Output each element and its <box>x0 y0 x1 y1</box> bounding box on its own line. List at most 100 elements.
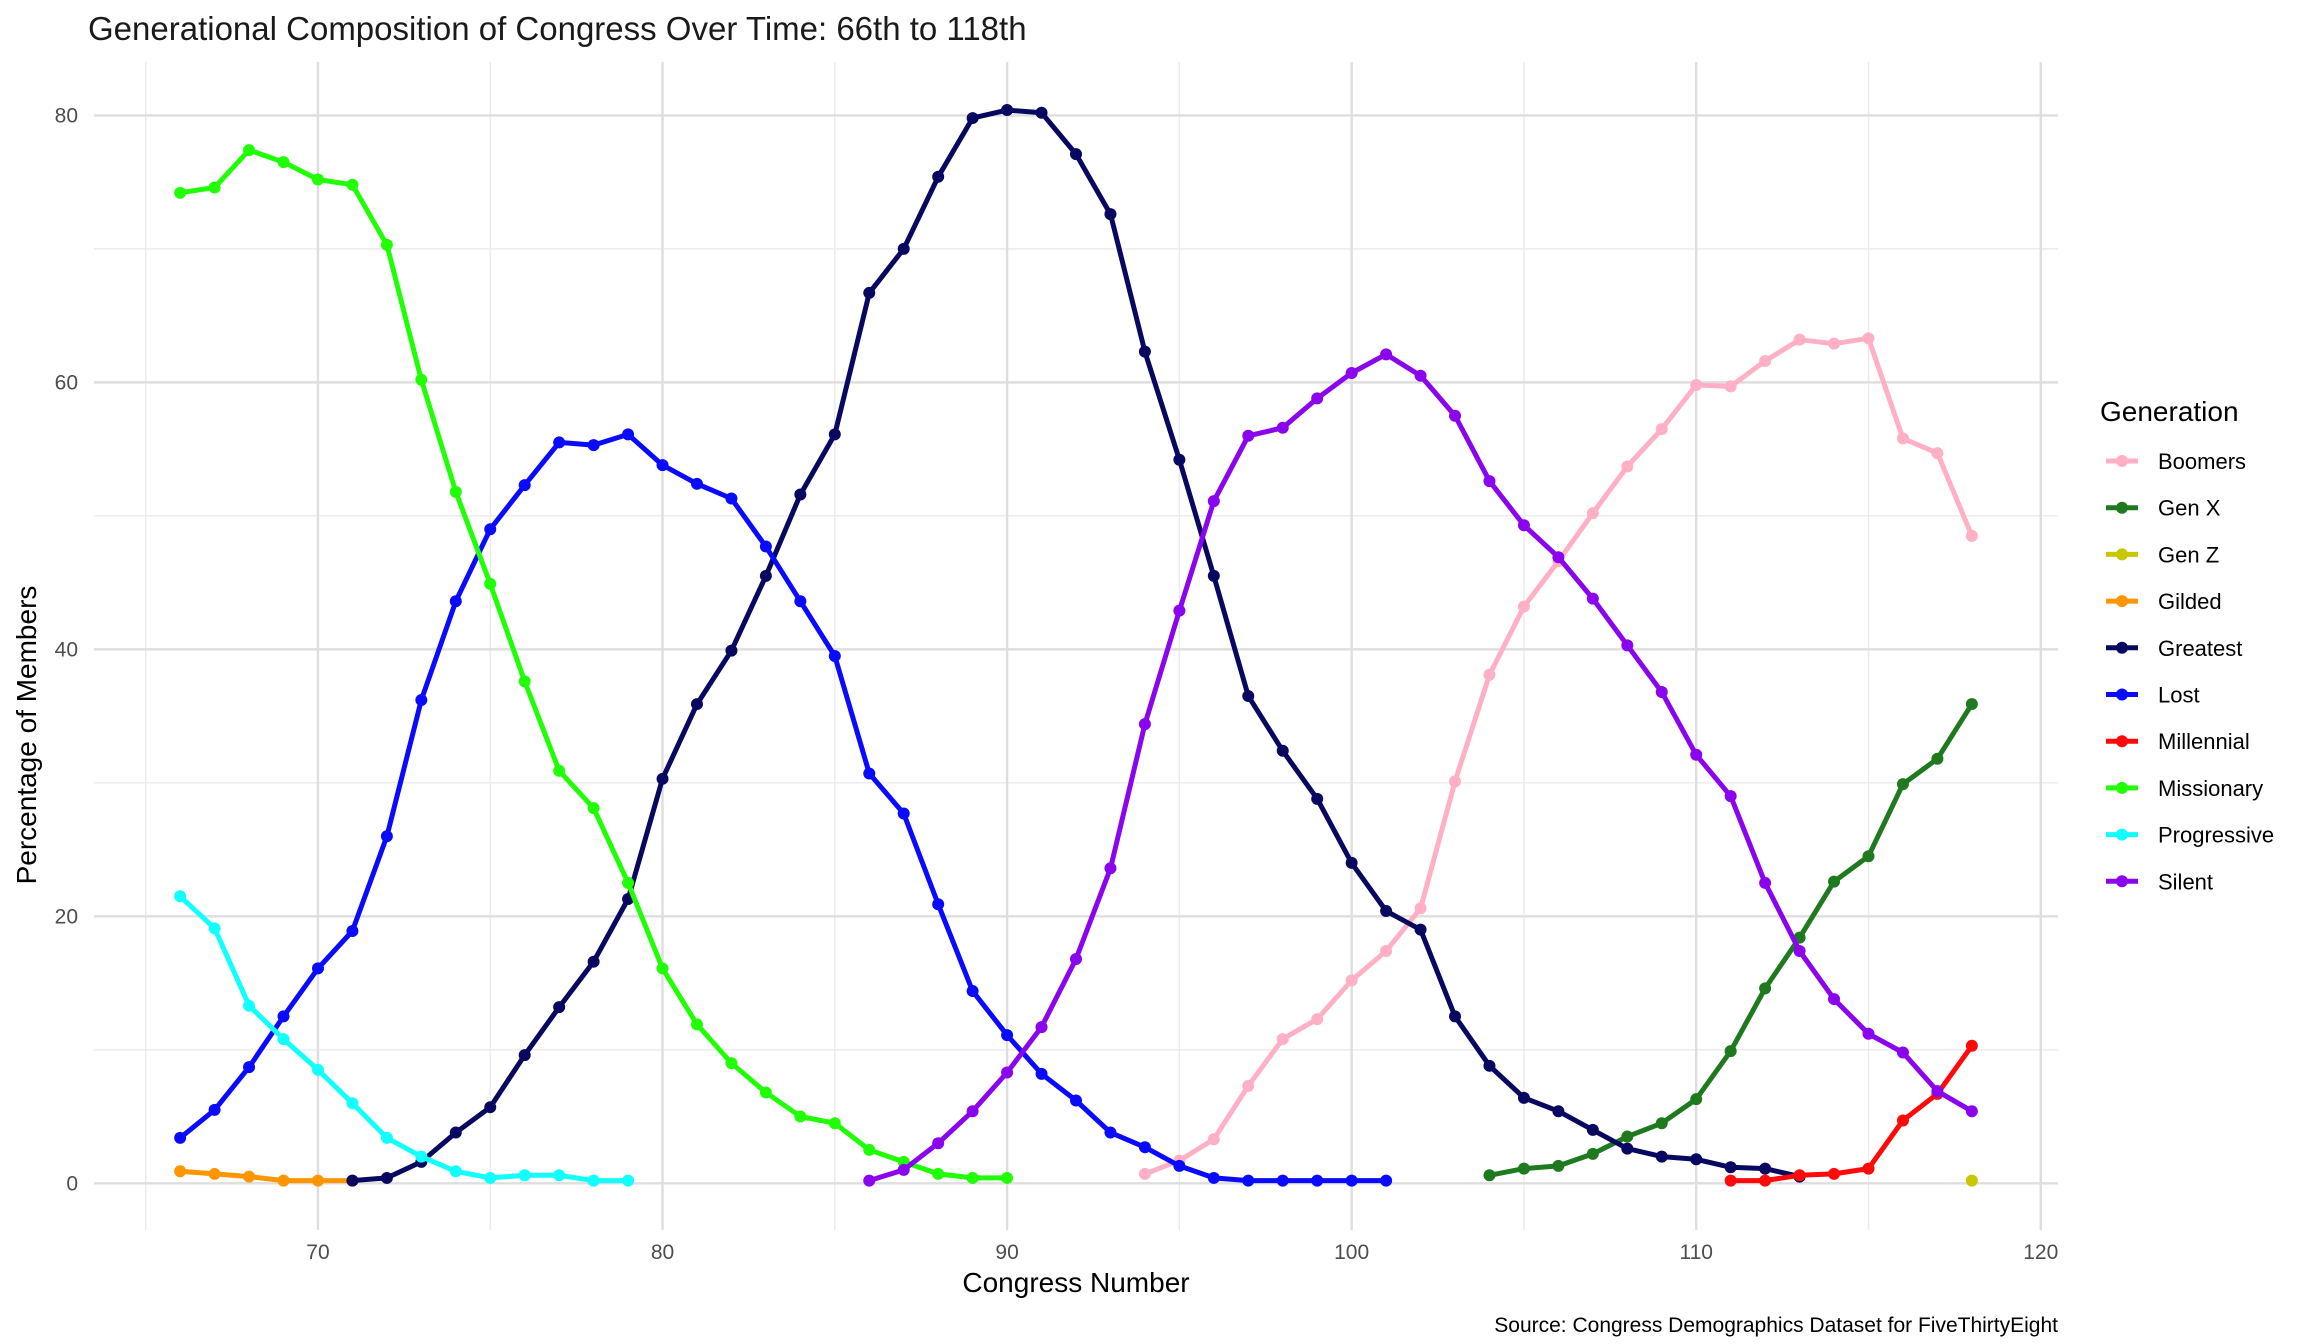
data-point-greatest <box>932 170 945 183</box>
data-point-greatest <box>1621 1142 1634 1155</box>
data-point-silent <box>1311 392 1324 405</box>
data-point-missionary <box>622 876 635 889</box>
data-point-silent <box>1449 409 1462 422</box>
data-point-greatest <box>690 698 703 711</box>
data-point-missionary <box>208 181 221 194</box>
x-axis-ticks: 70 80 90 100 110 120 <box>306 1241 2058 1264</box>
series-line-silent <box>866 351 1975 1184</box>
data-point-boomers <box>1828 337 1841 350</box>
data-point-millennial <box>1965 1039 1978 1052</box>
data-point-silent <box>1104 862 1117 875</box>
data-point-missionary <box>415 373 428 386</box>
data-point-gilded <box>243 1170 256 1183</box>
x-tick-label: 100 <box>1334 1241 1369 1264</box>
series-gen-z <box>1965 1174 1978 1187</box>
series-line-lost <box>177 431 1389 1184</box>
data-point-missionary <box>690 1018 703 1031</box>
legend-key-point <box>2116 828 2128 841</box>
data-point-missionary <box>932 1167 945 1180</box>
data-point-silent <box>1517 519 1530 532</box>
legend: Generation Boomers Gen X Gen Z Gilded Greate… <box>2100 396 2274 894</box>
y-tick-label: 40 <box>55 638 78 661</box>
data-point-lost <box>243 1061 256 1074</box>
data-point-greatest <box>794 488 807 501</box>
data-point-lost <box>897 807 910 820</box>
legend-label: Missionary <box>2158 776 2263 801</box>
data-point-gilded <box>311 1174 324 1187</box>
legend-label: Gen Z <box>2158 542 2219 567</box>
data-point-greatest <box>1070 148 1082 161</box>
data-point-silent <box>1690 748 1703 761</box>
data-point-boomers <box>1965 529 1978 542</box>
data-point-greatest <box>1173 453 1186 466</box>
data-point-silent <box>1242 429 1255 442</box>
data-point-gen-x <box>1931 752 1944 765</box>
data-point-silent <box>1035 1021 1048 1034</box>
data-point-progressive <box>243 999 256 1012</box>
data-point-silent <box>1552 551 1565 564</box>
data-point-boomers <box>1276 1033 1289 1046</box>
data-point-greatest <box>1724 1161 1737 1174</box>
series-line-progressive <box>177 893 631 1184</box>
legend-item-greatest: Greatest <box>2106 636 2242 661</box>
data-point-lost <box>794 595 807 608</box>
data-point-progressive <box>277 1033 290 1046</box>
data-point-lost <box>449 595 462 608</box>
data-point-missionary <box>243 144 256 157</box>
legend-item-silent: Silent <box>2106 869 2213 894</box>
data-point-lost <box>346 924 359 937</box>
legend-key-point <box>2116 548 2128 561</box>
data-point-greatest <box>1242 690 1255 703</box>
data-point-greatest <box>449 1126 462 1139</box>
data-point-lost <box>1070 1094 1082 1107</box>
data-point-missionary <box>966 1171 979 1184</box>
data-point-silent <box>1586 592 1599 605</box>
data-point-greatest <box>1759 1162 1772 1175</box>
data-point-greatest <box>518 1049 531 1062</box>
data-point-greatest <box>1483 1059 1496 1072</box>
data-point-greatest <box>1001 104 1014 117</box>
data-point-silent <box>1380 348 1393 361</box>
data-point-boomers <box>1380 945 1393 958</box>
data-point-lost <box>622 428 635 441</box>
data-point-boomers <box>1862 332 1875 345</box>
data-point-silent <box>1793 945 1806 958</box>
data-point-silent <box>1931 1085 1944 1098</box>
data-point-silent <box>897 1163 910 1176</box>
legend-key-point <box>2116 641 2128 654</box>
data-point-missionary <box>553 764 566 777</box>
data-point-boomers <box>1621 460 1634 473</box>
data-point-silent <box>1207 495 1220 508</box>
data-point-lost <box>690 477 703 490</box>
data-point-missionary <box>449 485 462 498</box>
data-point-lost <box>1104 1126 1117 1139</box>
data-point-boomers <box>1931 447 1944 460</box>
data-point-greatest <box>1655 1150 1668 1163</box>
legend-label: Gilded <box>2158 589 2222 614</box>
series-line-gilded <box>177 1168 355 1184</box>
data-point-greatest <box>1586 1123 1599 1136</box>
data-point-greatest <box>1276 744 1289 757</box>
data-point-greatest <box>1311 792 1324 805</box>
data-point-gen-z <box>1965 1174 1978 1187</box>
x-tick-label: 90 <box>995 1241 1018 1264</box>
data-point-missionary <box>656 962 669 975</box>
data-point-greatest <box>380 1171 393 1184</box>
data-point-greatest <box>725 644 738 657</box>
data-point-gen-x <box>1586 1147 1599 1160</box>
data-point-lost <box>1207 1171 1220 1184</box>
data-point-boomers <box>1724 380 1737 393</box>
series-gen-x <box>1483 698 1978 1182</box>
data-point-missionary <box>518 675 531 688</box>
data-point-gen-x <box>1965 698 1978 711</box>
data-point-greatest <box>656 772 669 785</box>
data-point-gilded <box>208 1167 221 1180</box>
data-point-lost <box>174 1131 187 1144</box>
data-point-greatest <box>484 1101 497 1114</box>
legend-key-point <box>2116 595 2128 608</box>
data-point-gen-x <box>1690 1093 1703 1106</box>
data-point-millennial <box>1793 1169 1806 1182</box>
data-point-silent <box>1759 876 1772 889</box>
data-point-silent <box>1001 1066 1014 1079</box>
data-point-boomers <box>1896 432 1909 445</box>
